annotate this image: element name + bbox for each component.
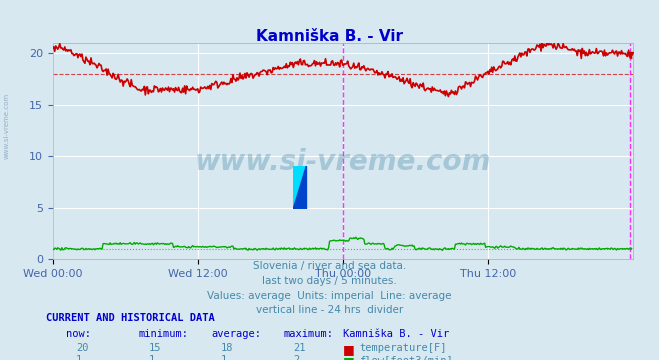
Text: ■: ■ — [343, 355, 355, 360]
Polygon shape — [293, 166, 306, 209]
Text: maximum:: maximum: — [283, 329, 333, 339]
Text: flow[foot3/min]: flow[foot3/min] — [359, 355, 453, 360]
Text: Kamniška B. - Vir: Kamniška B. - Vir — [343, 329, 449, 339]
Text: www.si-vreme.com: www.si-vreme.com — [3, 93, 10, 159]
Text: minimum:: minimum: — [138, 329, 188, 339]
Text: 21: 21 — [293, 343, 306, 353]
Text: now:: now: — [66, 329, 91, 339]
Text: Slovenia / river and sea data.
last two days / 5 minutes.
Values: average  Units: Slovenia / river and sea data. last two … — [207, 261, 452, 315]
Text: www.si-vreme.com: www.si-vreme.com — [194, 148, 491, 176]
Text: 1: 1 — [221, 355, 227, 360]
Polygon shape — [293, 166, 306, 209]
Text: ■: ■ — [343, 343, 355, 356]
Text: temperature[F]: temperature[F] — [359, 343, 447, 353]
Text: 2: 2 — [293, 355, 299, 360]
Text: 18: 18 — [221, 343, 233, 353]
Text: 15: 15 — [148, 343, 161, 353]
Bar — [293, 166, 306, 209]
Text: 1: 1 — [148, 355, 154, 360]
Text: CURRENT AND HISTORICAL DATA: CURRENT AND HISTORICAL DATA — [46, 313, 215, 323]
Text: average:: average: — [211, 329, 261, 339]
Text: Kamniška B. - Vir: Kamniška B. - Vir — [256, 29, 403, 44]
Text: 1: 1 — [76, 355, 82, 360]
Text: 20: 20 — [76, 343, 88, 353]
